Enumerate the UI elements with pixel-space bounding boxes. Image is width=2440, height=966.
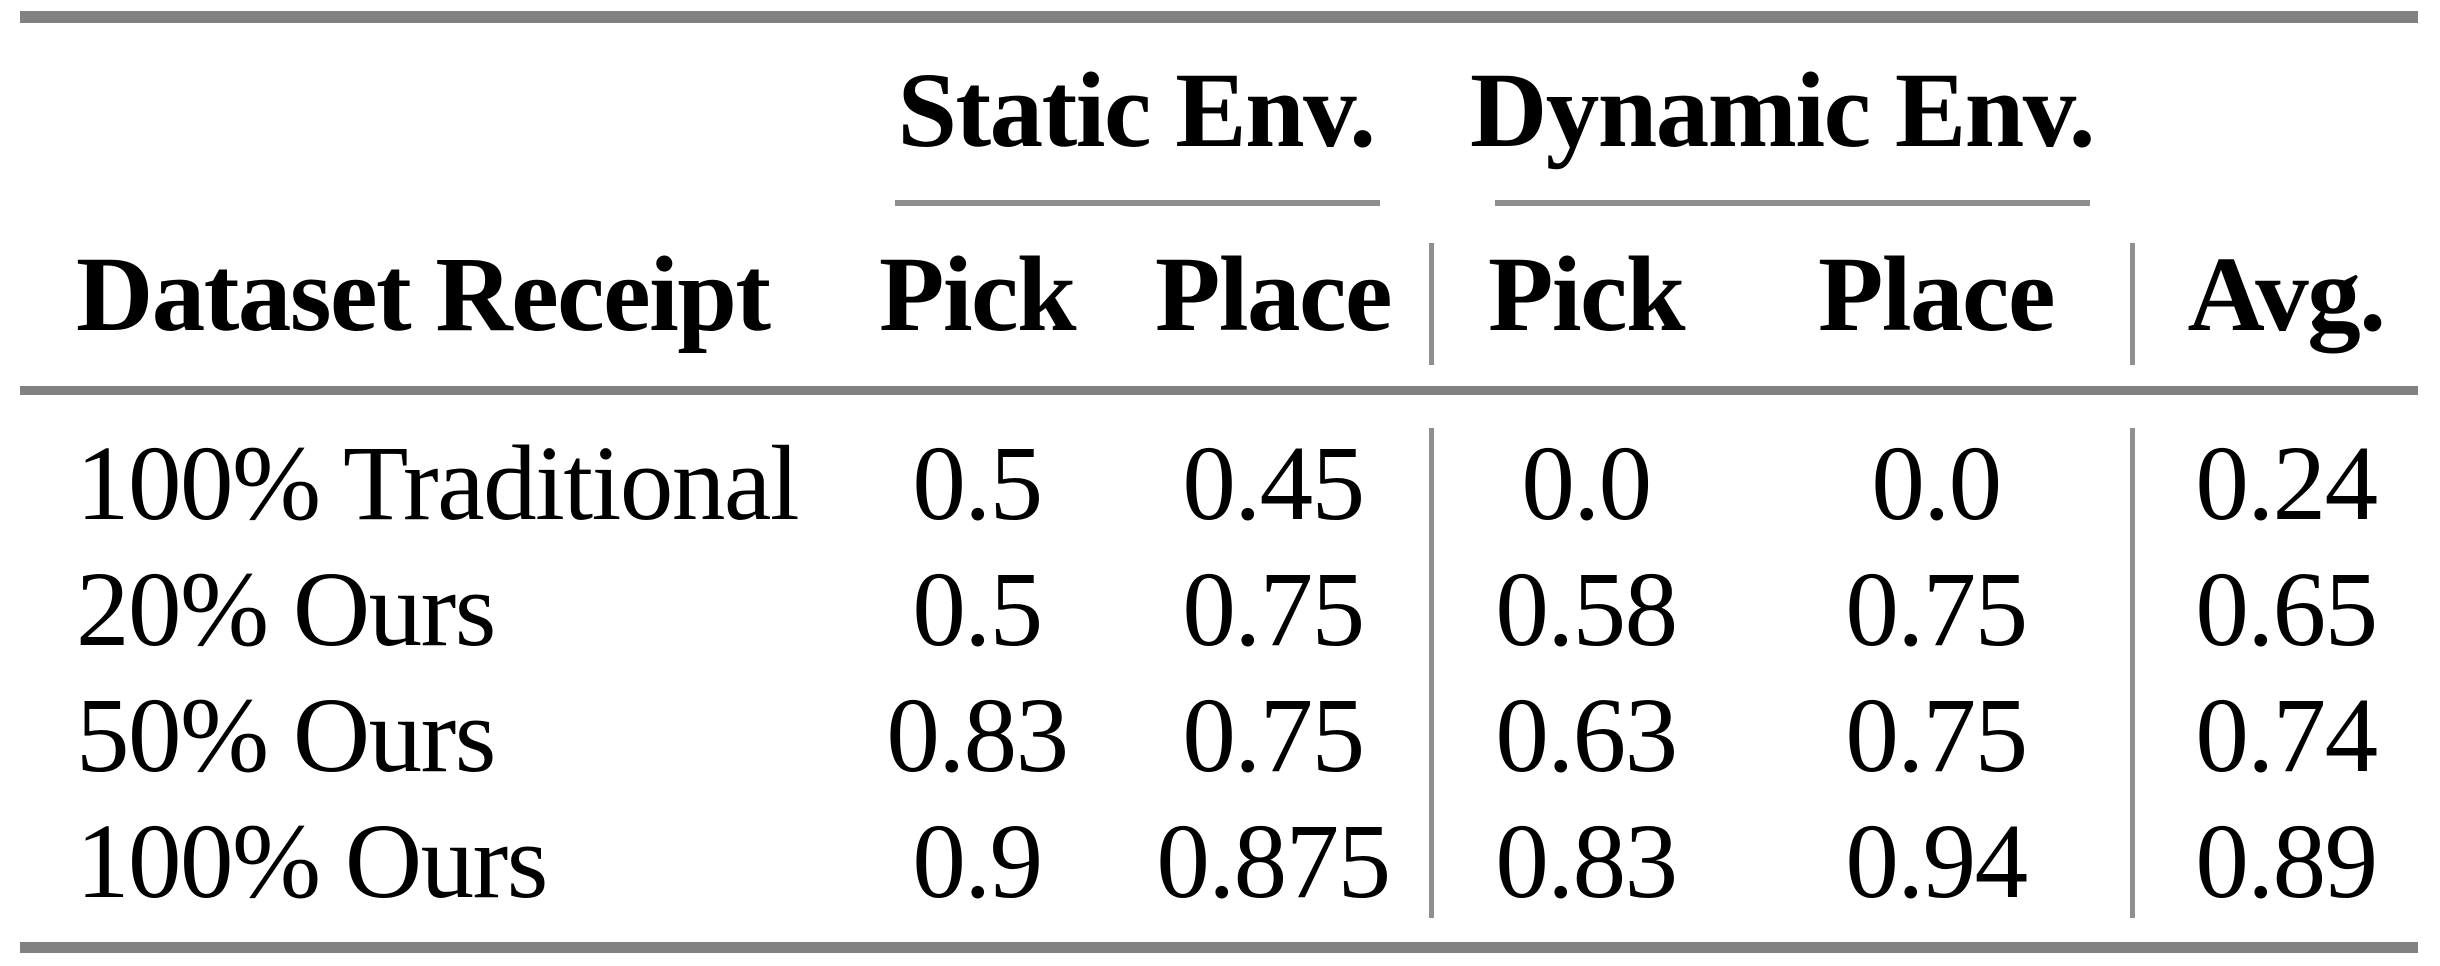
static-place-value: 0.875 (1156, 802, 1391, 921)
dynamic-env-group-header: Dynamic Env. (1432, 23, 2132, 200)
divider-static-dynamic-body (1429, 428, 1434, 918)
dynamic-pick-header: Pick (1487, 236, 1686, 354)
avg-value: 0.89 (2195, 802, 2378, 921)
table-row: 100% Traditional 0.5 0.45 0.0 0.0 0.24 (0, 421, 2440, 547)
dynamic-place-value: 0.0 (1871, 424, 2002, 543)
row-label: 100% Ours (76, 802, 548, 921)
table-row: 100% Ours 0.9 0.875 0.83 0.94 0.89 (0, 799, 2440, 925)
static-pick-value: 0.83 (886, 676, 1069, 795)
divider-dynamic-avg-body (2130, 428, 2135, 918)
avg-value: 0.65 (2195, 550, 2378, 669)
avg-value: 0.74 (2195, 676, 2378, 795)
static-pick-value: 0.9 (912, 802, 1043, 921)
row-label: 20% Ours (76, 550, 496, 669)
static-pick-header: Pick (878, 236, 1077, 354)
static-place-value: 0.45 (1182, 424, 1365, 543)
dynamic-place-value: 0.75 (1845, 676, 2028, 795)
dynamic-place-value: 0.75 (1845, 550, 2028, 669)
dynamic-place-value: 0.94 (1845, 802, 2028, 921)
static-place-value: 0.75 (1182, 550, 1365, 669)
dynamic-pick-value: 0.83 (1495, 802, 1678, 921)
dynamic-place-header: Place (1817, 236, 2056, 354)
table-body: 100% Traditional 0.5 0.45 0.0 0.0 0.24 2… (0, 395, 2440, 925)
table-row: 50% Ours 0.83 0.75 0.63 0.75 0.74 (0, 673, 2440, 799)
top-rule (20, 11, 2418, 23)
row-label: 100% Traditional (76, 424, 800, 543)
avg-value: 0.24 (2195, 424, 2378, 543)
divider-dynamic-avg-header (2130, 243, 2135, 365)
static-env-label: Static Env. (897, 52, 1376, 170)
row-header-label: Dataset Receipt (76, 236, 771, 354)
static-env-group-header: Static Env. (840, 23, 1432, 200)
dynamic-pick-value: 0.58 (1495, 550, 1678, 669)
row-label: 50% Ours (76, 676, 496, 795)
dynamic-pick-value: 0.0 (1521, 424, 1652, 543)
static-pick-value: 0.5 (912, 550, 1043, 669)
static-place-header: Place (1154, 236, 1393, 354)
bottom-rule (20, 942, 2418, 953)
divider-static-dynamic-header (1429, 243, 1434, 365)
static-place-value: 0.75 (1182, 676, 1365, 795)
static-pick-value: 0.5 (912, 424, 1043, 543)
dynamic-pick-value: 0.63 (1495, 676, 1678, 795)
header-separator-rule (20, 386, 2418, 395)
static-env-underline (895, 200, 1380, 206)
dynamic-env-underline (1495, 200, 2090, 206)
table-row: 20% Ours 0.5 0.75 0.58 0.75 0.65 (0, 547, 2440, 673)
column-header-row: Dataset Receipt Pick Place Pick Place Av… (0, 205, 2440, 386)
dynamic-env-label: Dynamic Env. (1469, 52, 2096, 170)
avg-header: Avg. (2187, 236, 2386, 354)
